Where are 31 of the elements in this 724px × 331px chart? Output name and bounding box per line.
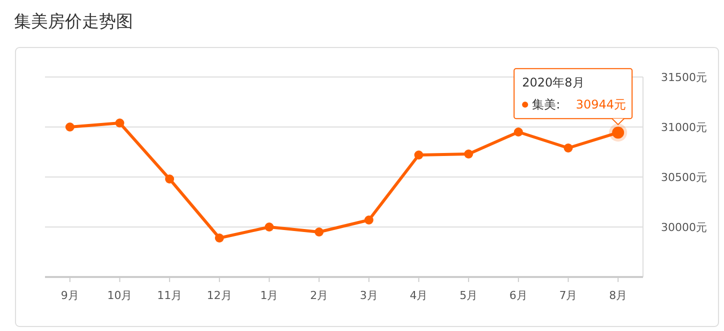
- y-tick-label: 30500元: [661, 171, 707, 184]
- point: [464, 150, 474, 158]
- x-tick-label: 9月: [60, 289, 79, 302]
- point: [65, 122, 74, 132]
- point: [314, 228, 324, 236]
- data-label: 30944元: [576, 98, 626, 112]
- x-tick-label: 5月: [460, 289, 478, 302]
- x-tick-label: 7月: [559, 289, 578, 302]
- point: [264, 222, 274, 232]
- point: [564, 144, 573, 152]
- y-tick-label: 31500元: [661, 71, 707, 84]
- y-tick-label: 31000元: [661, 121, 707, 134]
- x-tick-label: 12月: [206, 289, 232, 302]
- x-tick-label: 1月: [260, 289, 278, 302]
- point: [364, 216, 374, 224]
- point: [115, 118, 124, 128]
- y-tick-label: 30000元: [661, 221, 707, 234]
- point: [514, 128, 523, 136]
- chart-title: 集美房价走势图: [14, 12, 133, 32]
- x-tick-label: 2月: [310, 289, 328, 302]
- x-tick-label: 11月: [157, 289, 182, 302]
- point: [165, 174, 174, 184]
- x-tick-label: 8月: [609, 289, 628, 302]
- x-tick-label: 10月: [107, 289, 132, 302]
- x-tick-label: 3月: [360, 289, 378, 302]
- point: [414, 150, 424, 160]
- annotation: 2020年8月: [522, 76, 584, 90]
- point: [214, 234, 224, 242]
- legend-label: 集美:: [532, 98, 560, 112]
- x-tick-label: 6月: [509, 289, 528, 302]
- x-tick-label: 4月: [410, 289, 428, 302]
